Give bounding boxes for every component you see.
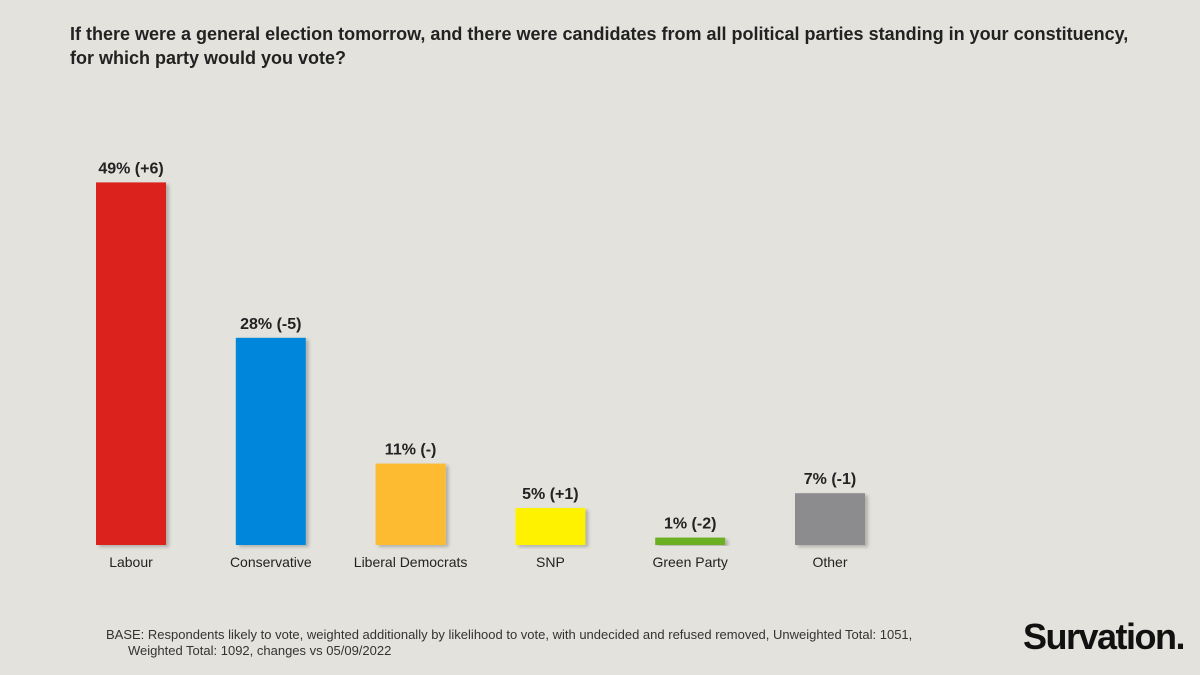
bar-labour	[96, 182, 166, 545]
bar-conservative	[235, 337, 306, 545]
data-label: 28% (-5)	[240, 316, 301, 333]
category-label: SNP	[536, 554, 565, 570]
footnote: BASE: Respondents likely to vote, weight…	[106, 627, 986, 659]
data-label: 5% (+1)	[522, 486, 578, 503]
bar-green-party	[655, 537, 726, 545]
bars-layer	[96, 182, 865, 545]
bar-snp	[515, 508, 586, 545]
bar-liberal-democrats	[375, 463, 446, 545]
category-label: Other	[812, 554, 847, 570]
footnote-line-2: Weighted Total: 1092, changes vs 05/09/2…	[128, 643, 392, 658]
category-label: Green Party	[652, 554, 727, 570]
data-label: 7% (-1)	[804, 471, 856, 488]
data-label: 1% (-2)	[664, 516, 716, 533]
data-label: 11% (-)	[385, 442, 437, 459]
category-labels-layer: Labour Conservative Liberal Democrats SNP Gr…	[109, 554, 848, 570]
data-labels-layer: 49% (+6) 28% (-5) 11% (-) 5% (+1) 1% (-2) 7% …	[98, 160, 856, 532]
category-label: Liberal Democrats	[354, 554, 468, 570]
survation-logo: Survation.	[1022, 616, 1186, 657]
bar-other	[795, 493, 865, 545]
category-label: Conservative	[230, 554, 312, 570]
footnote-line-1: BASE: Respondents likely to vote, weight…	[106, 627, 913, 642]
data-label: 49% (+6)	[98, 160, 163, 177]
category-label: Labour	[109, 554, 153, 570]
chart-title: If there were a general election tomorro…	[70, 24, 1129, 68]
